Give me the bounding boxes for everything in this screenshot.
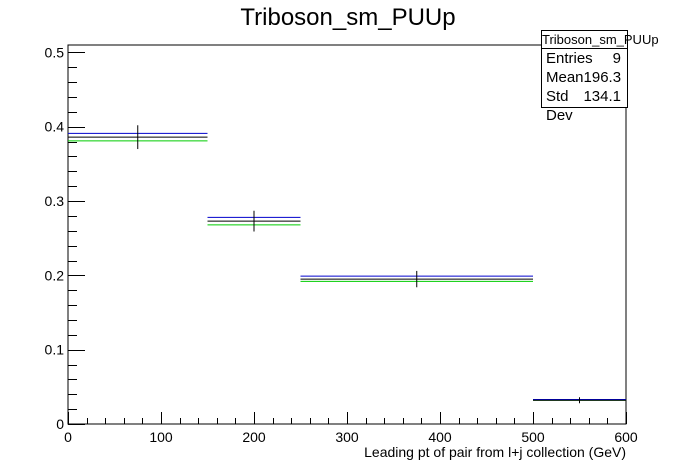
stats-row-entries: Entries 9 xyxy=(542,49,627,68)
y-tick-label: 0.3 xyxy=(45,193,65,209)
stats-box-title: Triboson_sm_PUUp xyxy=(542,32,659,49)
y-tick-label: 0 xyxy=(56,416,64,432)
stats-value-stddev: 134.1 xyxy=(583,88,621,105)
x-tick-label: 200 xyxy=(242,429,266,445)
stats-box: Triboson_sm_PUUp Entries 9 Mean 196.3 St… xyxy=(541,30,659,124)
x-tick-label: 400 xyxy=(428,429,452,445)
y-tick-label: 0.5 xyxy=(45,44,65,60)
stats-value-entries: 9 xyxy=(612,50,621,67)
x-tick-label: 500 xyxy=(521,429,545,445)
x-axis-title: Leading pt of pair from l+j collection (… xyxy=(364,444,626,460)
y-tick-label: 0.1 xyxy=(45,342,65,358)
y-tick-label: 0.2 xyxy=(45,267,65,283)
x-tick-label: 300 xyxy=(335,429,359,445)
stats-label-stddev: Std Dev xyxy=(546,88,573,124)
stats-row-stddev: Std Dev 134.1 xyxy=(542,87,627,124)
x-tick-label: 600 xyxy=(614,429,638,445)
x-tick-label: 100 xyxy=(149,429,173,445)
stats-label-mean: Mean xyxy=(546,69,584,86)
chart-title: Triboson_sm_PUUp xyxy=(240,4,456,31)
y-tick-label: 0.4 xyxy=(45,119,65,135)
x-tick-label: 0 xyxy=(64,429,72,445)
stats-value-mean: 196.3 xyxy=(583,69,622,86)
stats-label-entries: Entries xyxy=(546,50,593,67)
stats-row-mean: Mean 196.3 xyxy=(542,68,627,87)
